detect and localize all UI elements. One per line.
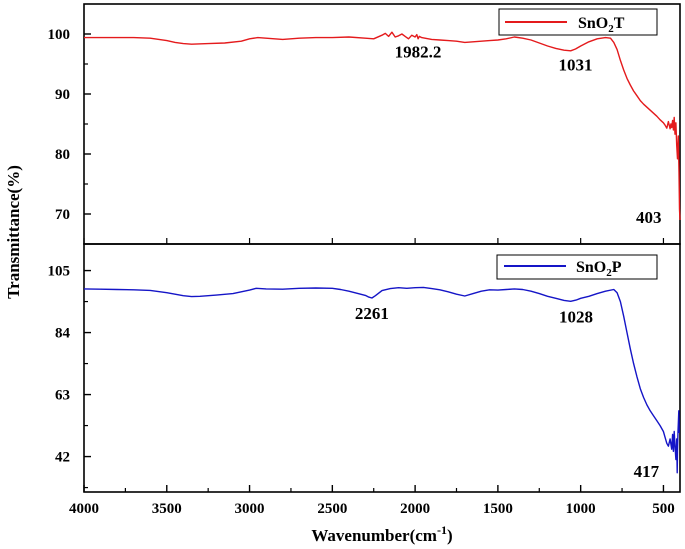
top-panel-frame (83, 3, 681, 245)
peak-label: 417 (634, 462, 660, 481)
series-line-sno2t (84, 31, 681, 221)
legend-top-label: SnO2T (578, 15, 625, 35)
x-tick-label: 2500 (317, 501, 347, 517)
legend-bottom: SnO2P (496, 254, 658, 280)
x-tick-label: 3500 (152, 501, 182, 517)
x-axis-ticks: 4000 3500 3000 2500 2000 1500 1000 500 (69, 238, 675, 517)
y-tick-label: 105 (48, 264, 71, 280)
legend-top: SnO2T (498, 8, 658, 36)
y-tick-label: 100 (48, 27, 71, 43)
y-tick-label: 80 (55, 147, 70, 163)
x-tick-label: 4000 (69, 501, 99, 517)
x-tick-label: 1500 (483, 501, 513, 517)
x-axis-title: Wavenumber(cm-1) (311, 523, 452, 545)
x-tick-label: 2000 (400, 501, 430, 517)
peak-label: 1028 (559, 307, 593, 326)
x-tick-label: 1000 (566, 501, 596, 517)
x-tick-label: 500 (652, 501, 675, 517)
y-tick-label: 90 (55, 87, 70, 103)
y-axis-title: Transmittance(%) (4, 165, 23, 299)
y-tick-label: 84 (55, 326, 71, 342)
top-y-ticks: 100 90 80 70 (48, 27, 91, 223)
peak-label: 1982.2 (395, 42, 442, 61)
series-line-sno2p (83, 286, 680, 474)
peak-annotations: 1982.2 1031 403 2261 1028 417 (355, 42, 662, 480)
legend-bottom-label: SnO2P (576, 259, 622, 279)
bottom-panel-frame (83, 243, 681, 493)
y-tick-label: 42 (55, 450, 70, 466)
y-tick-label: 63 (55, 388, 70, 404)
peak-label: 403 (636, 208, 662, 227)
peak-label: 2261 (355, 304, 389, 323)
peak-label: 1031 (559, 56, 593, 75)
x-tick-label: 3000 (235, 501, 265, 517)
y-tick-label: 70 (55, 207, 70, 223)
bottom-y-ticks: 105 84 63 42 (48, 264, 91, 489)
